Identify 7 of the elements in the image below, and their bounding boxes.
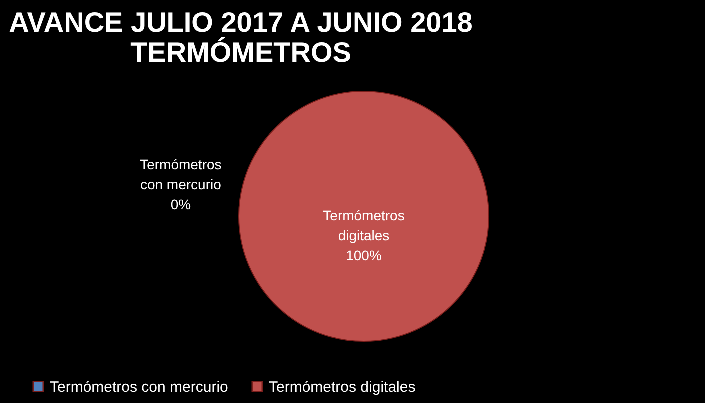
chart-title: AVANCE JULIO 2017 A JUNIO 2018 TERMÓMETROS (9, 7, 473, 68)
legend-label: Termómetros digitales (269, 378, 416, 396)
data-label: 100% (346, 248, 382, 264)
category-label: Termómetros con mercurio (140, 156, 222, 193)
text: 0% (170, 196, 192, 213)
slice-label: Termómetros digitales (323, 208, 405, 244)
legend-label: Termómetros con mercurio (50, 378, 228, 396)
